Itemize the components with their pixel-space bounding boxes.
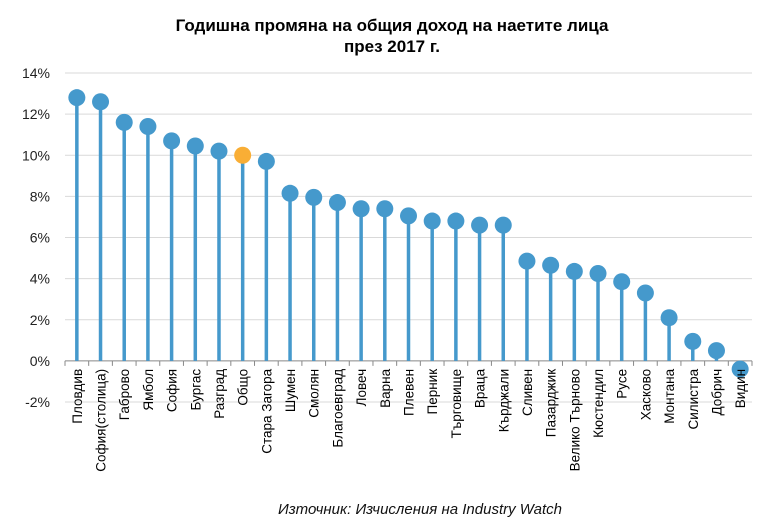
x-axis-labels: Пловдив София(столица) Габрово Ямбол София Бу… [70, 368, 748, 471]
lollipop-point [305, 188, 323, 206]
lollipop-point [186, 137, 204, 155]
x-tick-label: София [165, 369, 180, 412]
lollipop-point [731, 360, 749, 378]
x-tick-label: Хасково [638, 369, 653, 420]
lollipop-point [589, 264, 607, 282]
x-tick-label: Разград [212, 369, 227, 419]
y-tick-label: 8% [30, 188, 50, 204]
x-tick-label: Ловеч [354, 369, 369, 406]
lollipop-point [352, 200, 370, 218]
y-tick-label: -2% [25, 394, 50, 410]
y-tick-label: 12% [22, 106, 50, 122]
data-marks [68, 89, 749, 378]
x-tick-label: Търговище [449, 369, 464, 439]
lollipop-point [115, 113, 133, 131]
lollipop-point [707, 342, 725, 360]
y-tick-label: 6% [30, 230, 50, 246]
lollipop-point [542, 256, 560, 274]
lollipop-point [281, 184, 299, 202]
x-tick-label: Сливен [520, 369, 535, 416]
y-tick-label: 0% [30, 353, 50, 369]
x-tick-label: Ямбол [141, 369, 156, 411]
lollipop-point [257, 152, 275, 170]
lollipop-point [660, 309, 678, 327]
x-tick-label: Враца [473, 368, 488, 408]
x-tick-label: Видин [733, 369, 748, 408]
chart-subtitle: през 2017 г. [344, 37, 440, 56]
lollipop-point [234, 146, 252, 164]
y-tick-label: 2% [30, 312, 50, 328]
x-tick-label: Габрово [117, 369, 132, 420]
lollipop-point [328, 194, 346, 212]
x-tick-label: Варна [378, 368, 393, 407]
lollipop-point [92, 93, 110, 111]
x-tick-label: Пазарджик [544, 369, 559, 437]
lollipop-point [684, 332, 702, 350]
lollipop-point [423, 212, 441, 230]
lollipop-point [163, 132, 181, 150]
x-tick-label: Стара Загора [259, 368, 274, 453]
lollipop-point [68, 89, 86, 107]
source-note: Източник: Изчисления на Industry Watch [278, 501, 562, 518]
x-tick-label: Силистра [686, 368, 701, 429]
lollipop-point [636, 284, 654, 302]
x-tick-label: София(столица) [94, 369, 109, 472]
x-tick-label: Велико Търново [567, 369, 582, 471]
lollipop-point [494, 216, 512, 234]
x-tick-label: Добрич [709, 369, 724, 416]
x-tick-label: Пловдив [70, 369, 85, 424]
y-tick-label: 14% [22, 65, 50, 81]
lollipop-point [613, 273, 631, 291]
lollipop-point [376, 200, 394, 218]
lollipop-point [518, 252, 536, 270]
x-tick-label: Кърджали [496, 369, 511, 432]
x-tick-label: Благоевград [330, 369, 345, 448]
x-tick-label: Плевен [402, 369, 417, 416]
lollipop-point [139, 117, 157, 135]
chart-title: Годишна промяна на общия доход на наетит… [176, 16, 609, 35]
x-tick-label: Перник [425, 369, 440, 415]
x-tick-label: Монтана [662, 368, 677, 423]
lollipop-point [210, 142, 228, 160]
x-tick-label: Бургас [188, 369, 203, 411]
lollipop-point [565, 262, 583, 280]
y-axis: -2% 0% 2% 4% 6% 8% 10% 12% 14% [22, 65, 50, 410]
x-tick-label: Русе [615, 369, 630, 399]
x-tick-label: Общо [236, 369, 251, 406]
x-tick-label: Кюстендил [591, 369, 606, 438]
lollipop-point [447, 212, 465, 230]
x-tick-label: Смолян [307, 369, 322, 418]
x-tick-label: Шумен [283, 369, 298, 412]
lollipop-point [471, 216, 489, 234]
lollipop-point [400, 207, 417, 225]
y-tick-label: 4% [30, 271, 50, 287]
y-tick-label: 10% [22, 147, 50, 163]
